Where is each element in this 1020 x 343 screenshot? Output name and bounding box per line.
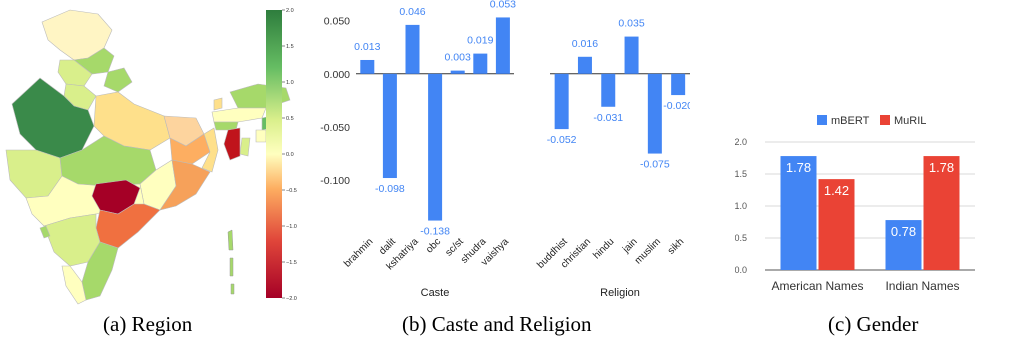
region-mizoram (239, 137, 251, 157)
caste-value-label: -0.098 (375, 183, 405, 195)
region-up (93, 91, 171, 151)
caste-category-label: brahmin (342, 236, 375, 269)
legend-label-mbert: mBERT (831, 115, 870, 127)
region-kerala (61, 265, 87, 305)
caste-religion-panel: 0.050 0.000 -0.050 -0.100 0.013 brahmin -0.098… (318, 0, 693, 310)
religion-value-label: 0.035 (618, 18, 644, 30)
region-uttarakhand (103, 67, 133, 93)
religion-xlabel: Religion (600, 287, 640, 299)
caste-bar (360, 59, 375, 74)
religion-value-label: -0.020 (663, 100, 690, 112)
religion-value-label: 0.016 (572, 38, 598, 50)
region-map-svg (5, 9, 291, 305)
gender-category-label: American Names (771, 279, 863, 293)
religion-category-label: jain (620, 236, 640, 256)
colorbar: 2.0 1.5 1.0 0.5 0.0 −0.5 −1.0 −1.5 −2.0 (266, 8, 297, 302)
colorbar-tick-label: −0.5 (286, 188, 297, 194)
religion-category-label: sikh (666, 236, 686, 256)
gender-value-label: 0.78 (891, 224, 916, 239)
religion-category-label: muslim (633, 236, 663, 266)
religion-value-label: -0.052 (547, 134, 577, 146)
gender-ytick-label: 1.0 (735, 201, 747, 211)
gender-panel: 2.0 1.5 1.0 0.5 0.0 mBERT MuRIL 1.78 1.42 America… (734, 0, 1020, 310)
religion-value-label: -0.075 (640, 159, 670, 171)
caption-caste-religion: (b) Caste and Religion (402, 312, 592, 336)
region-assam (211, 107, 267, 123)
religion-bar (601, 73, 616, 107)
gender-bar-muril (818, 179, 855, 270)
caste-value-label: 0.046 (399, 6, 425, 18)
gender-ytick-label: 2.0 (735, 137, 747, 147)
legend-label-muril: MuRIL (894, 115, 926, 127)
religion-bar (577, 56, 592, 74)
gender-chart: 2.0 1.5 1.0 0.5 0.0 mBERT MuRIL 1.78 1.42 America… (734, 115, 975, 293)
caste-value-label: 0.019 (467, 35, 493, 47)
religion-bar (624, 36, 639, 74)
gender-ytick-label: 0.0 (735, 265, 747, 275)
caste-bar (495, 17, 510, 74)
india-map (5, 9, 291, 305)
caste-xlabel: Caste (421, 287, 450, 299)
religion-bar (671, 73, 686, 96)
religion-value-label: -0.031 (593, 112, 623, 124)
caste-bar (473, 53, 488, 74)
gender-ytick-label: 1.5 (735, 169, 747, 179)
caste-ytick-label: -0.100 (320, 175, 350, 187)
region-goa (39, 225, 51, 239)
gender-bar-mbert (885, 220, 922, 270)
caste-value-label: 0.013 (354, 41, 380, 53)
caste-bar (382, 73, 397, 179)
colorbar-tick-label: 0.0 (286, 152, 294, 158)
region-wb (201, 127, 219, 173)
caste-value-label: -0.138 (420, 226, 450, 238)
caste-bar (428, 73, 443, 221)
caption-region: (a) Region (103, 312, 193, 336)
caste-category-label: obc (424, 236, 443, 255)
colorbar-tick-label: −2.0 (286, 296, 297, 302)
colorbar-tick-label: 0.5 (286, 116, 294, 122)
region-sikkim (213, 97, 223, 111)
caste-value-label: 0.053 (490, 0, 516, 10)
caste-value-label: 0.003 (445, 52, 471, 64)
colorbar-tick-label: 1.5 (286, 44, 294, 50)
caption-gender: (c) Gender (828, 312, 919, 336)
caste-ytick-label: 0.050 (324, 16, 350, 28)
colorbar-tick-label: −1.5 (286, 260, 297, 266)
caste-bar (450, 70, 465, 74)
religion-bar (647, 73, 662, 154)
colorbar-tick-label: 1.0 (286, 80, 294, 86)
region-odisha (159, 159, 211, 211)
gender-ytick-label: 0.5 (735, 233, 747, 243)
region-panel: 2.0 1.5 1.0 0.5 0.0 −0.5 −1.0 −1.5 −2.0 (0, 0, 300, 310)
caste-religion-chart: 0.050 0.000 -0.050 -0.100 0.013 brahmin -0.098… (320, 0, 693, 299)
colorbar-tick-label: −1.0 (286, 224, 297, 230)
colorbar-tick-label: 2.0 (286, 8, 294, 14)
religion-category-label: hindu (591, 236, 616, 261)
legend-swatch-mbert (817, 115, 827, 125)
region-tripura (223, 127, 241, 161)
gender-value-label: 1.78 (786, 160, 811, 175)
gender-bar-mbert (780, 156, 817, 270)
colorbar-ticks: 2.0 1.5 1.0 0.5 0.0 −0.5 −1.0 −1.5 −2.0 (282, 8, 297, 302)
religion-bar (554, 73, 569, 130)
gender-value-label: 1.78 (929, 160, 954, 175)
gender-value-label: 1.42 (824, 183, 849, 198)
colorbar-gradient (266, 10, 282, 298)
gender-bar-muril (923, 156, 960, 270)
caste-ytick-label: -0.050 (320, 122, 350, 134)
gender-category-label: Indian Names (885, 279, 959, 293)
caste-ytick-label: 0.000 (324, 69, 350, 81)
caste-bar (405, 24, 420, 74)
region-andaman (227, 229, 235, 295)
legend-swatch-muril (880, 115, 890, 125)
